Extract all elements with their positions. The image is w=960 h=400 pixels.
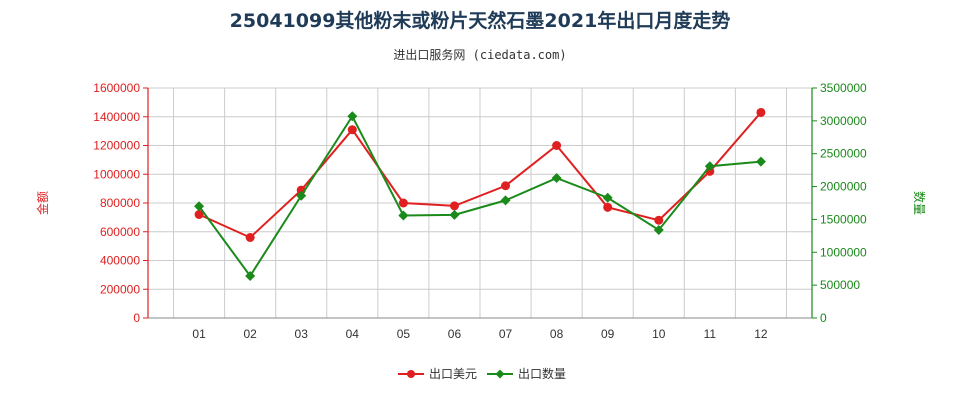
chart-subtitle: 进出口服务网 (ciedata.com) [393,47,566,62]
legend-marker [407,370,415,378]
right-tick-label: 2000000 [820,180,867,194]
data-point [654,215,664,225]
data-point [653,224,664,235]
x-tick-label: 10 [652,327,666,341]
left-tick-label: 800000 [100,196,140,210]
left-axis-label: 金额 [35,191,50,215]
x-tick-label: 02 [243,327,257,341]
left-tick-label: 1000000 [93,167,140,181]
data-point [552,141,562,150]
left-tick-label: 1600000 [93,81,140,95]
left-tick-label: 1200000 [93,139,140,153]
left-tick-label: 600000 [100,225,140,239]
left-tick-label: 0 [133,311,140,325]
data-point [245,270,256,281]
x-tick-label: 12 [754,327,768,341]
x-tick-label: 07 [499,327,513,341]
data-point [500,195,511,206]
legend-marker [495,369,505,379]
right-tick-label: 1500000 [820,212,867,226]
data-point [347,111,358,122]
data-point [449,209,460,220]
x-tick-label: 08 [550,327,564,341]
right-tick-label: 3000000 [820,114,867,128]
data-point [347,125,357,135]
legend-label: 出口数量 [518,366,566,381]
left-tick-label: 200000 [100,282,140,296]
data-point [704,161,715,172]
series-2 [194,111,766,281]
data-point [501,181,511,191]
series-line [198,114,762,278]
x-tick-label: 01 [192,327,206,341]
data-point [398,210,409,221]
legend-label: 出口美元 [429,367,477,381]
data-point [194,201,205,212]
left-tick-label: 1400000 [93,110,140,124]
right-tick-label: 3500000 [820,81,867,95]
data-point [245,233,255,242]
series-line [198,111,762,239]
x-tick-label: 03 [295,327,309,341]
data-point [194,210,204,219]
right-axis-label: 数量 [912,191,927,215]
data-point [755,156,766,167]
data-point [398,198,408,208]
right-tick-label: 500000 [820,278,860,292]
data-point [449,201,459,211]
legend: 出口美元 出口数量 [398,366,566,381]
data-point [602,192,613,203]
chart-title: 25041099其他粉末或粉片天然石墨2021年出口月度走势 [230,9,731,32]
x-tick-label: 05 [397,327,411,341]
right-tick-label: 0 [820,311,827,325]
x-tick-label: 09 [601,327,615,341]
data-point [756,107,766,117]
right-tick-label: 1000000 [820,245,867,259]
grid [147,87,813,319]
series [194,107,766,281]
right-tick-label: 2500000 [820,147,867,161]
x-tick-label: 11 [704,327,717,341]
x-tick-label: 06 [448,327,462,341]
data-point [296,190,307,201]
data-point [603,202,613,212]
data-point [551,173,562,184]
left-tick-label: 400000 [100,254,140,268]
axes: 0 200000 400000 600000 800000 1000000 1200000 1… [93,81,867,341]
x-tick-label: 04 [346,327,360,341]
